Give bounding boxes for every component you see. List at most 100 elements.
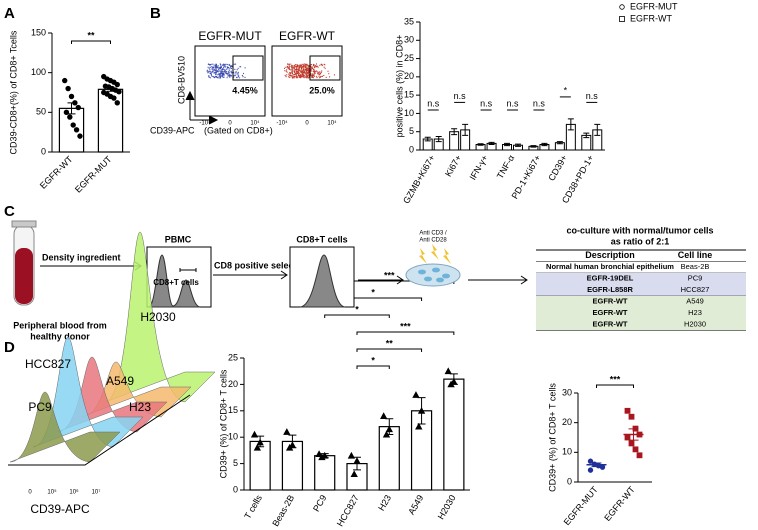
- flow-event: [231, 65, 233, 67]
- data-point: [75, 104, 81, 111]
- flow-event: [310, 69, 312, 71]
- flow-event: [297, 71, 299, 73]
- data-point: [70, 122, 76, 128]
- flow-event: [290, 63, 292, 65]
- table-row-bg: [536, 284, 746, 296]
- data-point: [67, 114, 73, 120]
- data-point: [636, 452, 643, 459]
- flow-event: [210, 66, 212, 68]
- flow-event: [220, 66, 222, 68]
- flow-title: EGFR-MUT: [198, 29, 262, 43]
- flow-event: [215, 69, 217, 71]
- flow-event: [209, 66, 211, 68]
- x-tick-label: HCC827: [335, 493, 361, 528]
- flow-event: [296, 66, 298, 68]
- flow-event: [315, 63, 318, 65]
- flow-event: [294, 71, 296, 73]
- flow-event: [300, 70, 302, 72]
- data-point: [417, 406, 426, 414]
- flow-event: [286, 69, 288, 71]
- significance-label: *: [371, 287, 375, 297]
- flow-event: [223, 67, 225, 69]
- cell: [442, 273, 450, 279]
- arrow: [213, 270, 288, 280]
- flow-event: [306, 69, 309, 72]
- flow-event: [219, 77, 222, 79]
- flow-event: [222, 76, 224, 78]
- y-tick-label: 5: [233, 458, 238, 468]
- data-point: [62, 77, 68, 84]
- error-bar: [594, 123, 601, 136]
- significance-label: *: [371, 355, 375, 365]
- flow-event: [283, 67, 286, 69]
- flow-event: [319, 76, 321, 78]
- donor-label: Peripheral blood from: [13, 320, 107, 330]
- flow-event: [302, 71, 304, 73]
- coculture-title: as ratio of 2:1: [611, 236, 670, 246]
- flow-event: [310, 70, 312, 72]
- flow-event: [305, 71, 307, 73]
- flow-event: [296, 68, 298, 70]
- flow-event: [285, 70, 287, 72]
- flow-event: [333, 74, 336, 76]
- flow-event: [317, 73, 319, 75]
- flow-event: [289, 76, 291, 79]
- x-tick-label: GZMB+Ki67+: [401, 153, 437, 205]
- cell: [424, 276, 432, 282]
- step-label: CD8 positive selection: [214, 260, 310, 270]
- flow-event: [287, 76, 290, 78]
- flow-event: [222, 72, 224, 74]
- arrow: [358, 275, 404, 285]
- data-point: [382, 430, 391, 438]
- flow-event: [312, 68, 315, 71]
- data-point: [253, 443, 262, 451]
- flow-event: [312, 70, 314, 72]
- flow-event: [305, 72, 307, 74]
- flow-event: [325, 76, 327, 78]
- flow-event: [292, 65, 294, 67]
- flow-event: [227, 72, 229, 74]
- flow-event: [230, 71, 232, 73]
- data-point: [347, 451, 356, 459]
- x-tick-label: EGFR-WT: [38, 154, 75, 191]
- significance-bracket: [356, 331, 455, 335]
- flow-title: EGFR-WT: [279, 29, 336, 43]
- flow-event: [216, 70, 218, 72]
- y-axis-label: CD39-CD8+(%) of CD8+ Tcells: [8, 30, 18, 154]
- error-bar: [435, 135, 442, 143]
- flow-event: [230, 67, 232, 70]
- table-row-bg: [536, 273, 746, 285]
- table-cell: EGFR-WT: [593, 297, 628, 306]
- x-tick-label: 0: [28, 490, 32, 496]
- flow-event: [222, 67, 224, 70]
- flow-event: [317, 71, 319, 73]
- flow-event: [213, 72, 215, 74]
- data-point: [63, 109, 70, 116]
- flow-event: [303, 75, 305, 77]
- flow-event: [313, 71, 315, 73]
- flow-event: [234, 71, 236, 73]
- pbmc-title: PBMC: [165, 234, 192, 244]
- flow-event: [295, 64, 297, 66]
- flow-event: [286, 63, 289, 65]
- flow-event: [228, 69, 230, 71]
- flow-event: [228, 72, 230, 74]
- data-point: [116, 89, 122, 95]
- flow-event: [288, 64, 290, 66]
- bar: [58, 107, 85, 153]
- flow-event: [213, 64, 215, 66]
- flow-event: [291, 65, 293, 67]
- y-tick-label: 20: [404, 71, 414, 81]
- flow-event: [240, 66, 242, 68]
- flow-gate: [232, 55, 264, 81]
- flow-event: [292, 71, 294, 73]
- error-bar: [556, 141, 563, 145]
- flow-event: [307, 73, 309, 75]
- flow-event: [285, 66, 287, 68]
- data-point: [250, 430, 259, 438]
- x-tick-label: Beas-2B: [270, 493, 296, 528]
- flow-event: [303, 73, 305, 75]
- flow-event: [296, 76, 298, 79]
- flow-event: [229, 64, 231, 66]
